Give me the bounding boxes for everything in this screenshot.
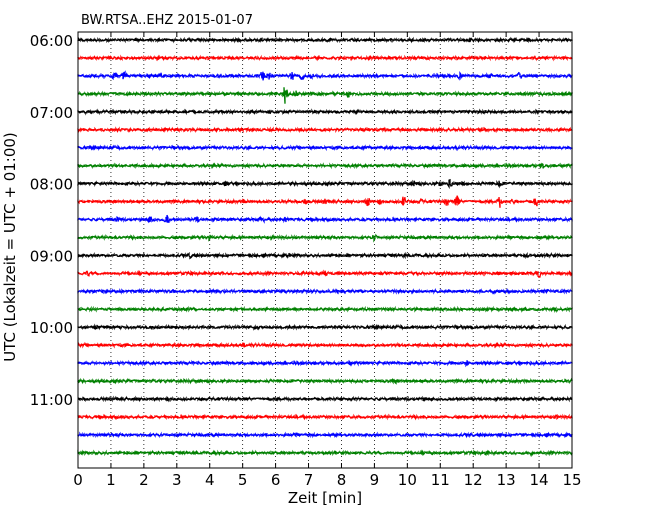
trace-1115	[77, 413, 573, 421]
trace-1100	[77, 395, 573, 403]
y-tick-label: 07:00	[30, 104, 73, 122]
trace-0945	[77, 305, 573, 314]
x-tick-label: 6	[271, 471, 281, 489]
trace-0800	[77, 178, 573, 190]
x-tick-label: 1	[106, 471, 116, 489]
trace-0645	[77, 87, 573, 104]
trace-1000	[77, 323, 573, 331]
trace-0900	[77, 251, 573, 260]
x-axis-label: Zeit [min]	[288, 489, 362, 507]
trace-0700	[77, 108, 573, 116]
trace-0600	[77, 36, 573, 44]
y-tick-label: 09:00	[30, 247, 73, 265]
y-tick-label: 11:00	[30, 391, 73, 409]
trace-0630	[77, 70, 573, 81]
plot-frame	[77, 31, 573, 469]
vertical-grid	[110, 32, 540, 468]
trace-0845	[77, 233, 573, 243]
x-tick-label: 15	[562, 471, 581, 489]
x-tick-label: 9	[370, 471, 380, 489]
trace-0815	[77, 195, 573, 208]
x-tick-label: 10	[398, 471, 417, 489]
y-tick-label: 08:00	[30, 176, 73, 194]
trace-0930	[77, 287, 573, 295]
x-tick-label: 8	[337, 471, 347, 489]
trace-0830	[77, 214, 573, 224]
x-tick-label: 2	[139, 471, 149, 489]
trace-1045	[77, 377, 573, 385]
trace-1015	[77, 341, 573, 349]
trace-0615	[77, 54, 573, 62]
x-tick-label: 13	[497, 471, 516, 489]
x-axis-ticks: 0 1 2 3 4 5 6 7 8 9 10 11 12 13 14 15	[73, 32, 582, 489]
x-tick-label: 3	[172, 471, 182, 489]
x-tick-label: 5	[238, 471, 248, 489]
traces-group	[77, 36, 573, 458]
y-axis-label: UTC (Lokalzeit = UTC + 01:00)	[1, 132, 19, 362]
trace-1145	[77, 449, 573, 458]
x-tick-label: 4	[205, 471, 215, 489]
x-tick-label: 11	[431, 471, 450, 489]
trace-1030	[77, 359, 573, 368]
y-tick-label: 06:00	[30, 32, 73, 50]
trace-0730	[77, 144, 573, 152]
chart-title: BW.RTSA..EHZ 2015-01-07	[81, 13, 253, 28]
y-tick-label: 10:00	[30, 319, 73, 337]
y-axis-ticks: 06:00 07:00 08:00 09:00 10:00 11:00	[30, 32, 83, 409]
x-tick-label: 0	[73, 471, 83, 489]
x-tick-label: 7	[304, 471, 314, 489]
x-tick-label: 14	[530, 471, 549, 489]
x-tick-label: 12	[464, 471, 483, 489]
trace-0745	[77, 162, 573, 170]
trace-1130	[77, 431, 573, 439]
trace-0715	[77, 126, 573, 134]
trace-0915	[77, 269, 573, 278]
